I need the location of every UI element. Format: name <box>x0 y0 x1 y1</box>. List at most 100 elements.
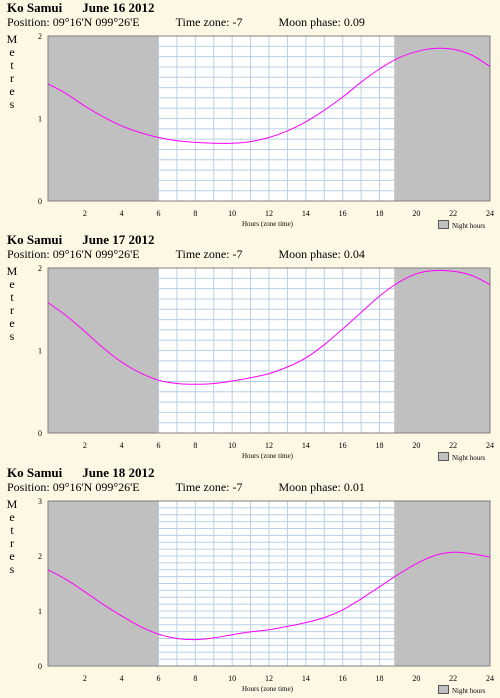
x-tick-label: 14 <box>302 441 310 450</box>
y-axis-label-letter: e <box>9 549 15 563</box>
x-tick-label: 10 <box>228 441 236 450</box>
moon-phase-value: 0.09 <box>343 15 365 29</box>
panel-subtitle: Position: 09°16'N 099°26'E Time zone: -7 Moo… <box>7 480 401 495</box>
x-tick-label: 18 <box>376 674 384 683</box>
y-axis-label-letter: e <box>9 84 15 98</box>
legend-label: Night hours <box>452 222 486 230</box>
tide-height-line <box>47 47 491 144</box>
plot-border <box>47 500 491 667</box>
night-hours-swatch <box>438 452 449 461</box>
night-hours-swatch <box>438 220 449 229</box>
night-hours-band <box>394 36 490 201</box>
y-axis-label-letter: t <box>10 523 14 537</box>
moon-phase-value: 0.01 <box>343 480 365 494</box>
x-tick-label: 18 <box>376 209 384 218</box>
y-axis-label-letter: s <box>9 97 15 111</box>
x-tick-label: 6 <box>157 441 161 450</box>
timezone-label: Time zone: <box>175 15 230 29</box>
position-value: 09°16'N 099°26'E <box>52 247 140 261</box>
panel-title: Ko Samui June 18 2012 <box>7 465 155 481</box>
y-axis-label-letter: e <box>9 277 15 291</box>
position-value-group: Position: 09°16'N 099°26'E <box>7 247 158 261</box>
moon-phase-label: Moon phase: <box>278 15 341 29</box>
y-axis-label-letter: s <box>9 562 15 576</box>
x-tick-label: 18 <box>376 441 384 450</box>
x-tick-label: 8 <box>193 441 197 450</box>
position-label: Position: <box>7 15 50 29</box>
x-tick-label: 12 <box>265 209 273 218</box>
x-tick-label: 20 <box>412 441 420 450</box>
x-tick-label: 10 <box>228 674 236 683</box>
timezone-value-group: Time zone: -7 <box>176 15 261 29</box>
x-tick-label: 24 <box>486 209 494 218</box>
x-tick-label: 2 <box>83 209 87 218</box>
panel-subtitle: Position: 09°16'N 099°26'E Time zone: -7 Moo… <box>7 15 401 30</box>
tide-height-line <box>47 551 491 641</box>
y-tick-label: 0 <box>38 429 42 438</box>
moon-phase-value: 0.04 <box>343 247 365 261</box>
x-tick-label: 2 <box>83 674 87 683</box>
night-hours-swatch <box>438 685 449 694</box>
night-hours-band <box>394 268 490 433</box>
y-axis-label-letter: r <box>10 303 14 317</box>
panel-subtitle: Position: 09°16'N 099°26'E Time zone: -7 Moo… <box>7 247 401 262</box>
plot-border <box>47 267 491 434</box>
tide-panel: Ko Samui June 16 2012 Position: 09°16'N 099… <box>0 0 500 232</box>
x-tick-label: 14 <box>302 674 310 683</box>
x-tick-label: 20 <box>412 209 420 218</box>
x-tick-label: 8 <box>193 209 197 218</box>
legend-label: Night hours <box>452 687 486 695</box>
x-tick-label: 10 <box>228 209 236 218</box>
timezone-label: Time zone: <box>175 480 230 494</box>
timezone-value: -7 <box>232 15 243 29</box>
x-axis-label: Hours (zone time) <box>242 685 293 693</box>
night-hours-band <box>48 36 159 201</box>
x-tick-label: 16 <box>339 441 347 450</box>
location-name: Ko Samui <box>7 232 63 247</box>
y-tick-label: 0 <box>38 197 42 206</box>
y-tick-label: 2 <box>38 264 42 273</box>
timezone-value: -7 <box>232 480 243 494</box>
x-tick-label: 16 <box>339 674 347 683</box>
moon-phase-label: Moon phase: <box>278 480 341 494</box>
x-tick-label: 14 <box>302 209 310 218</box>
x-axis-label: Hours (zone time) <box>242 220 293 228</box>
position-label: Position: <box>7 480 50 494</box>
tide-height-line <box>47 269 491 385</box>
timezone-label: Time zone: <box>175 247 230 261</box>
y-axis-label-letter: M <box>6 497 18 511</box>
x-tick-label: 22 <box>449 674 457 683</box>
tide-panel: Ko Samui June 18 2012 Position: 09°16'N 099… <box>0 465 500 697</box>
timezone-value-group: Time zone: -7 <box>176 480 261 494</box>
y-axis-label-letter: M <box>6 32 18 46</box>
night-hours-band <box>48 268 159 433</box>
y-tick-label: 1 <box>38 347 42 356</box>
x-tick-label: 4 <box>120 441 124 450</box>
night-hours-band <box>48 501 159 666</box>
x-tick-label: 6 <box>157 674 161 683</box>
x-tick-label: 24 <box>486 441 494 450</box>
panel-title: Ko Samui June 17 2012 <box>7 232 155 248</box>
y-tick-label: 1 <box>38 607 42 616</box>
tide-date: June 18 2012 <box>82 465 155 480</box>
legend-label: Night hours <box>452 454 486 462</box>
x-axis-label: Hours (zone time) <box>242 452 293 460</box>
x-tick-label: 16 <box>339 209 347 218</box>
moon-phase-value-group: Moon phase: 0.09 <box>279 15 383 29</box>
y-tick-label: 2 <box>38 32 42 41</box>
x-tick-label: 4 <box>120 674 124 683</box>
position-label: Position: <box>7 247 50 261</box>
moon-phase-label: Moon phase: <box>278 247 341 261</box>
y-tick-label: 1 <box>38 115 42 124</box>
y-axis-label-letter: r <box>10 536 14 550</box>
tide-date: June 16 2012 <box>82 0 155 15</box>
position-value-group: Position: 09°16'N 099°26'E <box>7 15 158 29</box>
y-axis-label-letter: t <box>10 58 14 72</box>
x-tick-label: 8 <box>193 674 197 683</box>
tide-date: June 17 2012 <box>82 232 155 247</box>
y-tick-label: 3 <box>38 497 42 506</box>
plot-border <box>47 35 491 202</box>
